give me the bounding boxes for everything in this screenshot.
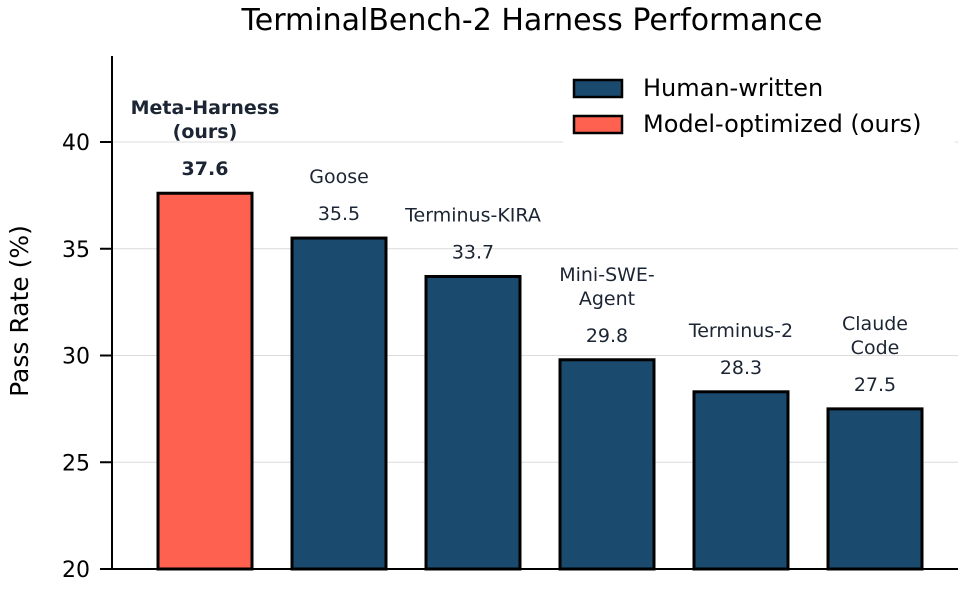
y-tick-label: 40 [62,131,90,156]
bar-name-label: Code [851,337,900,359]
bar-labels: 37.6 Meta-Harness(ours) 35.5 Goose 33.7 Termi… [131,97,908,396]
bar-value-label: 28.3 [720,357,762,379]
legend: Human-written Model-optimized (ours) [563,68,955,144]
legend-label: Human-written [643,74,823,102]
y-tick-label: 20 [62,558,90,583]
legend-label: Model-optimized (ours) [643,110,921,138]
bar-name-label: Mini-SWE- [559,264,655,286]
bar-name-label: (ours) [173,121,238,143]
bar-value-label: 37.6 [182,158,229,180]
bar [156,191,254,571]
bar-value-label: 35.5 [318,203,360,225]
bar-value-label: 29.8 [586,325,628,347]
bar-name-label: Claude [842,313,908,335]
bar-name-label: Terminus-2 [688,320,793,342]
bar [826,407,924,571]
bar [692,390,790,571]
legend-swatch [572,78,624,99]
legend-background [563,68,955,144]
bar-value-label: 33.7 [452,242,494,264]
bar [558,358,656,571]
bar [424,275,522,571]
bar-value-label: 27.5 [854,374,896,396]
bars [156,191,924,571]
y-tick-label: 35 [62,238,90,263]
y-tick-label: 30 [62,345,90,370]
bar-name-label: Goose [309,166,369,188]
y-tick-label: 25 [62,451,90,476]
bar-name-label: Terminus-KIRA [404,205,541,227]
bar-name-label: Meta-Harness [131,97,280,119]
bar-name-label: Agent [579,288,635,310]
bar [290,236,388,571]
legend-swatch [572,114,624,135]
y-axis-label: Pass Rate (%) [5,225,34,397]
axes: 20 25 30 35 40 [62,56,958,583]
chart-title: TerminalBench-2 Harness Performance [241,3,823,38]
